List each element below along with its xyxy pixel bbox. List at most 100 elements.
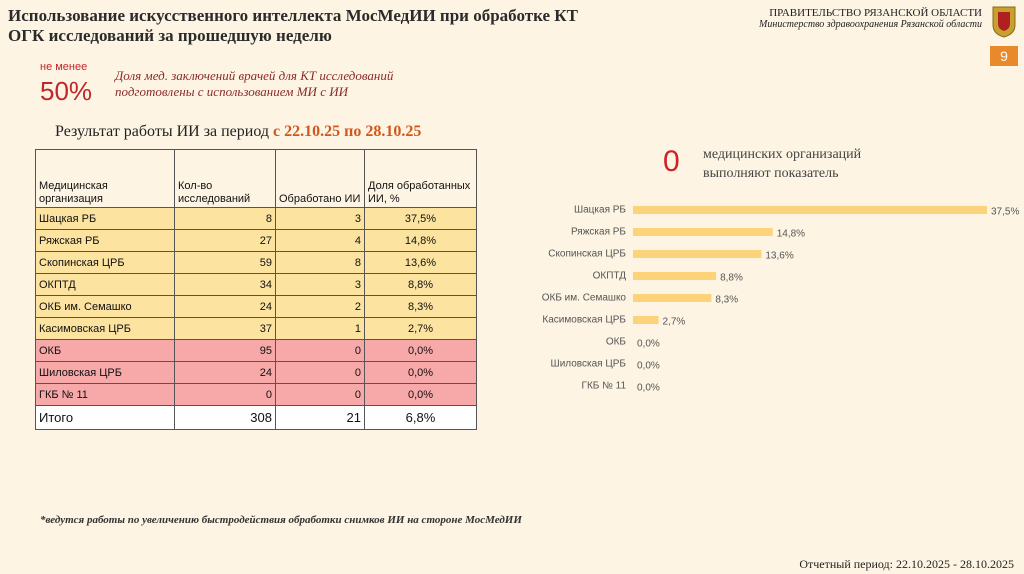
table-cell: 24: [174, 295, 276, 318]
total-cell: 21: [275, 405, 365, 430]
table-cell: 13,6%: [364, 251, 477, 274]
summary-line: медицинских организаций: [703, 147, 862, 162]
total-cell: 6,8%: [364, 405, 477, 430]
title: Использование искусственного интеллекта …: [8, 6, 578, 46]
table-cell: ГКБ № 11: [35, 383, 175, 406]
table-cell: 2,7%: [364, 317, 477, 340]
table-cell: 1: [275, 317, 365, 340]
bar-chart: Шацкая РБ 37,5% Ряжская РБ 14,8% Скопинская …: [542, 205, 1020, 394]
bar: [633, 250, 762, 258]
emblem: [992, 6, 1016, 38]
bar: [633, 294, 712, 302]
summary-line: выполняют показатель: [703, 166, 839, 181]
table-cell: 95: [174, 339, 276, 362]
value-label: 14,8%: [777, 229, 805, 240]
table-cell: 14,8%: [364, 229, 477, 252]
value-label: 8,3%: [715, 295, 738, 306]
period-heading: Результат работы ИИ за период с 22.10.25…: [55, 123, 421, 141]
table-row: ОКБ им. Семашко 24 2 8,3%: [35, 295, 477, 318]
table-cell: 3: [275, 273, 365, 296]
table-cell: 37: [174, 317, 276, 340]
table-row: Шиловская ЦРБ 24 0 0,0%: [35, 361, 477, 384]
total-cell: Итого: [35, 405, 175, 430]
header-row: Медицинская организация Кол-во исследован…: [35, 149, 477, 208]
value-label: 2,7%: [662, 317, 685, 328]
table-cell: Скопинская ЦРБ: [35, 251, 175, 274]
table-cell: 59: [174, 251, 276, 274]
table-cell: Шацкая РБ: [35, 207, 175, 230]
category-label: Касимовская ЦРБ: [542, 315, 626, 326]
ministry: Министерство здравоохранения Рязанской о…: [759, 19, 982, 30]
table-cell: 0: [174, 383, 276, 406]
table-cell: 27: [174, 229, 276, 252]
table-cell: Ряжская РБ: [35, 229, 175, 252]
value-label: 0,0%: [637, 339, 660, 350]
table-row: ОКБ 95 0 0,0%: [35, 339, 477, 362]
table-cell: 2: [275, 295, 365, 318]
header-cell: Кол-во исследований: [174, 149, 276, 208]
table-cell: 0: [275, 383, 365, 406]
table-cell: 0: [275, 361, 365, 384]
table-cell: 3: [275, 207, 365, 230]
total-cell: 308: [174, 405, 276, 430]
category-label: Шацкая РБ: [574, 205, 626, 216]
table-row: Касимовская ЦРБ 37 1 2,7%: [35, 317, 477, 340]
summary-text: медицинских организаций выполняют показа…: [703, 145, 861, 183]
table-cell: ОКБ: [35, 339, 175, 362]
results-table: Медицинская организация Кол-во исследован…: [35, 149, 477, 430]
bar: [633, 272, 717, 280]
table-cell: 37,5%: [364, 207, 477, 230]
table-cell: 8,3%: [364, 295, 477, 318]
value-label: 37,5%: [991, 207, 1019, 218]
category-label: Скопинская ЦРБ: [548, 249, 626, 260]
header-cell: Медицинская организация: [35, 149, 175, 208]
table-cell: 8,8%: [364, 273, 477, 296]
table-row: Скопинская ЦРБ 59 8 13,6%: [35, 251, 477, 274]
footnote: *ведутся работы по увеличению быстродейс…: [40, 514, 522, 526]
report-period: Отчетный период: 22.10.2025 - 28.10.2025: [799, 557, 1014, 571]
table-row: Ряжская РБ 27 4 14,8%: [35, 229, 477, 252]
target-value: 50%: [40, 76, 93, 106]
table-cell: 0,0%: [364, 361, 477, 384]
target-line: Доля мед. заключений врачей для КТ иссле…: [115, 68, 394, 83]
category-label: ГКБ № 11: [582, 381, 627, 392]
table-cell: 0,0%: [364, 339, 477, 362]
table-cell: 0,0%: [364, 383, 477, 406]
table-cell: 24: [174, 361, 276, 384]
title-line: ОГК исследований за прошедшую неделю: [8, 26, 332, 45]
period: с 22.10.25 по 28.10.25: [273, 123, 422, 140]
table-row: ОКПТД 34 3 8,8%: [35, 273, 477, 296]
header-cell: Обработано ИИ: [275, 149, 365, 208]
table-row: Шацкая РБ 8 3 37,5%: [35, 207, 477, 230]
category-label: ОКБ им. Семашко: [542, 293, 627, 304]
category-label: Ряжская РБ: [571, 227, 626, 238]
table-cell: ОКБ им. Семашко: [35, 295, 175, 318]
total-row: Итого 308 21 6,8%: [35, 405, 477, 430]
target-line: подготовлены с использованием МИ с ИИ: [115, 84, 348, 99]
table-cell: 8: [275, 251, 365, 274]
bar: [633, 228, 773, 236]
bar: [633, 206, 987, 214]
target-prefix: не менее: [40, 61, 88, 73]
table-cell: 4: [275, 229, 365, 252]
table-cell: Шиловская ЦРБ: [35, 361, 175, 384]
summary-count: 0: [663, 145, 680, 178]
table-cell: 8: [174, 207, 276, 230]
value-label: 8,8%: [720, 273, 743, 284]
table-cell: Касимовская ЦРБ: [35, 317, 175, 340]
table-cell: ОКПТД: [35, 273, 175, 296]
value-label: 0,0%: [637, 383, 660, 394]
category-label: ОКПТД: [593, 271, 627, 282]
table-cell: 34: [174, 273, 276, 296]
value-label: 13,6%: [765, 251, 793, 262]
org: ПРАВИТЕЛЬСТВО РЯЗАНСКОЙ ОБЛАСТИ: [769, 7, 982, 19]
title-line: Использование искусственного интеллекта …: [8, 6, 578, 25]
table-cell: 0: [275, 339, 365, 362]
bar: [633, 316, 659, 324]
period-text: Результат работы ИИ за период: [55, 123, 274, 140]
value-label: 0,0%: [637, 361, 660, 372]
org-block: ПРАВИТЕЛЬСТВО РЯЗАНСКОЙ ОБЛАСТИ Министер…: [759, 7, 982, 30]
category-label: ОКБ: [606, 337, 627, 348]
target-text: Доля мед. заключений врачей для КТ иссле…: [115, 68, 393, 100]
